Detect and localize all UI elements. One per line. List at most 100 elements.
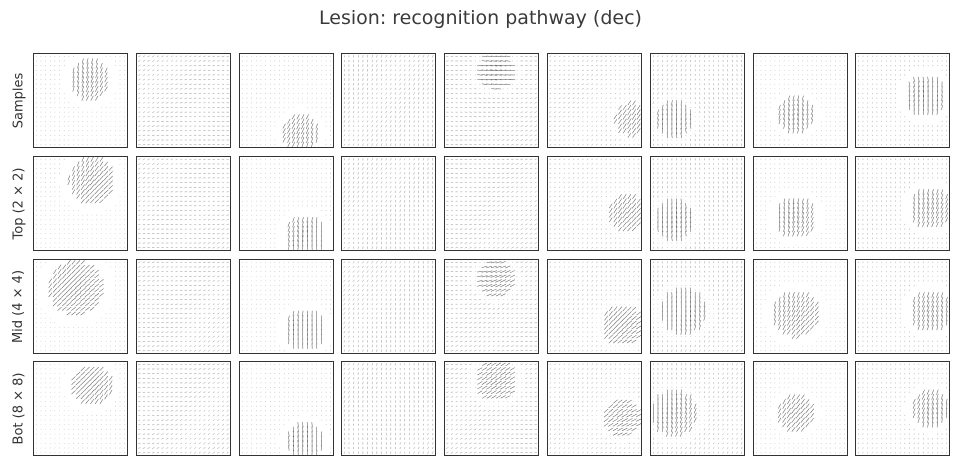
quiver-arrow — [619, 143, 621, 146]
quiver-arrow — [506, 144, 510, 146]
quiver-arrow — [367, 181, 369, 184]
quiver-arrow — [152, 93, 154, 95]
quiver-arrow — [170, 65, 173, 67]
quiver-arrow — [671, 64, 673, 67]
quiver-arrow — [418, 101, 420, 104]
quiver-arrow — [156, 167, 159, 170]
quiver-arrow — [680, 122, 682, 130]
quiver-arrow — [404, 92, 406, 95]
quiver-arrow — [680, 132, 682, 139]
quiver-arrow — [358, 214, 360, 216]
quiver-arrow — [367, 232, 369, 235]
quiver-arrow — [381, 106, 383, 109]
quiver-arrow — [918, 85, 920, 93]
quiver-arrow — [490, 78, 498, 81]
quiver-arrow — [577, 116, 579, 118]
quiver-arrow — [348, 241, 350, 244]
quiver-arrow — [554, 60, 556, 62]
quiver-arrow — [381, 59, 383, 63]
quiver-arrow — [310, 118, 313, 125]
quiver-arrow — [348, 101, 350, 105]
quiver-arrow — [362, 129, 364, 132]
quiver-arrow — [103, 189, 109, 194]
quiver-arrow — [353, 176, 355, 179]
quiver-arrow — [198, 55, 201, 57]
quiver-arrow — [142, 186, 145, 188]
row-label: Top (2 × 2) — [9, 156, 29, 251]
quiver-arrow — [605, 106, 607, 109]
quiver-arrow — [636, 128, 641, 134]
quiver-arrow — [614, 83, 616, 85]
quiver-arrow — [680, 118, 682, 125]
quiver-arrow — [156, 158, 159, 160]
quiver-arrow — [152, 97, 154, 99]
quiver-arrow — [619, 65, 621, 67]
quiver-arrow — [627, 113, 632, 120]
quiver-panel — [238, 155, 334, 251]
quiver-arrow — [596, 102, 598, 104]
quiver-arrow — [568, 106, 570, 108]
quiver-arrow — [367, 190, 369, 193]
quiver-arrow — [80, 184, 85, 190]
quiver-arrow — [358, 115, 360, 118]
quiver-arrow — [203, 55, 206, 57]
quiver-arrow — [386, 199, 388, 202]
quiver-arrow — [138, 186, 141, 188]
quiver-arrow — [614, 55, 617, 57]
quiver-arrow — [395, 195, 397, 198]
quiver-arrow — [554, 102, 556, 104]
quiver-arrow — [301, 141, 304, 147]
quiver-arrow — [138, 120, 141, 122]
quiver-arrow — [175, 60, 178, 62]
quiver-arrow — [147, 177, 150, 179]
quiver-arrow — [787, 108, 790, 116]
quiver-arrow — [395, 69, 397, 72]
quiver-arrow — [353, 167, 355, 170]
quiver-arrow — [305, 136, 309, 144]
quiver-field — [446, 158, 537, 249]
quiver-arrow — [80, 189, 85, 195]
quiver-arrow — [300, 118, 304, 125]
quiver-arrow — [138, 74, 141, 76]
quiver-arrow — [376, 213, 378, 216]
quiver-arrow — [614, 97, 616, 99]
quiver-arrow — [371, 167, 374, 170]
quiver-arrow — [362, 158, 364, 161]
quiver-arrow — [613, 119, 618, 124]
quiver-arrow — [423, 167, 425, 170]
quiver-arrow — [572, 79, 575, 81]
quiver-arrow — [184, 88, 187, 90]
quiver-arrow — [600, 139, 603, 141]
quiver-arrow — [600, 74, 603, 76]
quiver-arrow — [390, 83, 392, 86]
quiver-arrow — [680, 59, 682, 62]
quiver-arrow — [525, 120, 528, 123]
quiver-arrow — [413, 167, 415, 170]
quiver-arrow — [399, 106, 402, 109]
quiver-arrow — [689, 123, 692, 129]
quiver-arrow — [582, 88, 584, 90]
quiver-arrow — [170, 92, 173, 95]
quiver-arrow — [596, 92, 598, 95]
quiver-arrow — [605, 65, 607, 67]
quiver-arrow — [367, 218, 369, 221]
quiver-arrow — [582, 92, 584, 95]
quiver-arrow — [161, 60, 164, 62]
quiver-arrow — [344, 139, 346, 141]
quiver-arrow — [203, 237, 206, 239]
row-label: Mid (4 × 4) — [9, 259, 29, 354]
quiver-arrow — [291, 217, 295, 223]
quiver-arrow — [166, 83, 168, 85]
quiver-arrow — [103, 170, 109, 176]
quiver-arrow — [591, 143, 593, 146]
quiver-arrow — [506, 139, 510, 141]
quiver-arrow — [367, 223, 369, 226]
quiver-arrow — [511, 139, 514, 141]
quiver-arrow — [404, 172, 406, 175]
quiver-arrow — [99, 179, 104, 185]
quiver-arrow — [77, 81, 80, 88]
quiver-arrow — [390, 97, 392, 100]
quiver-arrow — [432, 55, 434, 58]
quiver-arrow — [103, 194, 109, 199]
quiver-arrow — [792, 118, 795, 125]
